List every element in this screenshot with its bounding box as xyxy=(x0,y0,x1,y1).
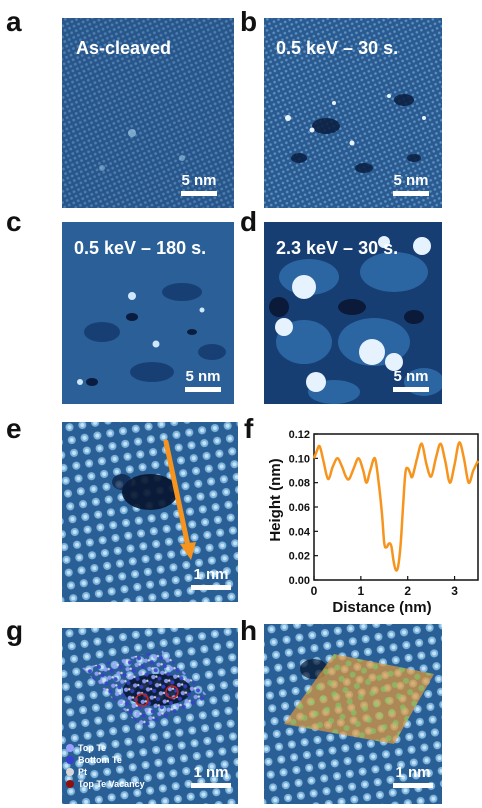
y-tick-label: 0.00 xyxy=(289,575,310,587)
top-te-dot-icon xyxy=(66,744,74,752)
panel-c-label: 0.5 keV – 180 s. xyxy=(74,238,207,258)
chart-axes: 0.00 0.02 0.04 0.06 0.08 0.10 0.12 0 1 2 3 xyxy=(289,429,480,598)
scale-bar-b: 5 nm xyxy=(386,172,436,196)
pt-dot-icon xyxy=(66,768,74,776)
height-profile-line xyxy=(312,441,480,572)
panel-letter-c: c xyxy=(6,206,22,237)
panel-letter-b: b xyxy=(240,6,258,37)
bottom-te-dot-icon xyxy=(66,756,74,764)
x-tick-label: 0 xyxy=(311,584,318,598)
panel-letter-a: a xyxy=(6,6,22,37)
legend-label: Bottom Te xyxy=(78,755,122,765)
vacancy-dot-icon xyxy=(66,780,74,788)
x-tick-label: 1 xyxy=(358,584,365,598)
panel-b-label: 0.5 keV – 30 s. xyxy=(276,38,399,58)
y-tick-label: 0.06 xyxy=(289,502,310,514)
y-tick-label: 0.04 xyxy=(289,526,311,538)
legend-item-top-te: Top Te xyxy=(66,742,145,754)
scale-bar-d-label: 5 nm xyxy=(393,368,429,385)
scale-bar-b-label: 5 nm xyxy=(393,172,429,189)
stm-image-a: As-cleaved 5 nm xyxy=(62,18,234,208)
panel-letter-e: e xyxy=(6,413,22,444)
panel-a-label: As-cleaved xyxy=(76,38,172,58)
legend-item-vacancy: Top Te Vacancy xyxy=(66,778,145,790)
chart-xlabel: Distance (nm) xyxy=(332,599,431,616)
scale-bar-c: 5 nm xyxy=(178,368,228,392)
stm-image-b: 0.5 keV – 30 s. 5 nm xyxy=(264,18,442,208)
y-tick-label: 0.08 xyxy=(289,478,310,490)
scale-bar-d: 5 nm xyxy=(386,368,436,392)
panel-letter-h: h xyxy=(240,615,258,646)
stm-image-g: 1 nm xyxy=(62,628,238,804)
y-tick-label: 0.10 xyxy=(289,453,310,465)
plot-frame xyxy=(313,433,479,581)
scale-bar-a: 5 nm xyxy=(174,172,224,196)
y-tick-label: 0.02 xyxy=(289,551,310,563)
stm-image-e: 1 nm xyxy=(62,422,238,602)
scale-bar-h-label: 1 nm xyxy=(395,764,431,781)
legend-item-pt: Pt xyxy=(66,766,145,778)
scale-bar-a-label: 5 nm xyxy=(181,172,217,189)
scale-bar-c-label: 5 nm xyxy=(185,368,221,385)
legend-item-bottom-te: Bottom Te xyxy=(66,754,145,766)
atom-legend: Top Te Bottom Te Pt Top Te Vacancy xyxy=(66,742,145,790)
legend-label: Top Te Vacancy xyxy=(78,779,145,789)
chart-ylabel: Height (nm) xyxy=(267,458,284,541)
stm-image-c: 0.5 keV – 180 s. 5 nm xyxy=(62,222,234,404)
scale-bar-e: 1 nm xyxy=(186,566,236,590)
legend-label: Top Te xyxy=(78,743,107,753)
scale-bar-e-label: 1 nm xyxy=(193,566,229,583)
panel-d-label: 2.3 keV – 30 s. xyxy=(276,238,399,258)
x-tick-label: 2 xyxy=(404,584,411,598)
scale-bar-g-label: 1 nm xyxy=(193,764,229,781)
y-tick-label: 0.12 xyxy=(289,429,310,441)
panel-letter-f: f xyxy=(244,413,254,444)
scale-bar-h: 1 nm xyxy=(388,764,438,788)
panel-letter-d: d xyxy=(240,206,258,237)
stm-image-d: 2.3 keV – 30 s. 5 nm xyxy=(264,222,442,404)
legend-label: Pt xyxy=(78,767,87,777)
x-tick-label: 3 xyxy=(451,584,458,598)
scale-bar-g: 1 nm xyxy=(186,764,236,788)
panel-letter-g: g xyxy=(6,615,24,646)
stm-image-h: 1 nm xyxy=(264,624,442,804)
height-profile-chart: 0.00 0.02 0.04 0.06 0.08 0.10 0.12 0 1 2 3 Height … xyxy=(267,429,480,616)
